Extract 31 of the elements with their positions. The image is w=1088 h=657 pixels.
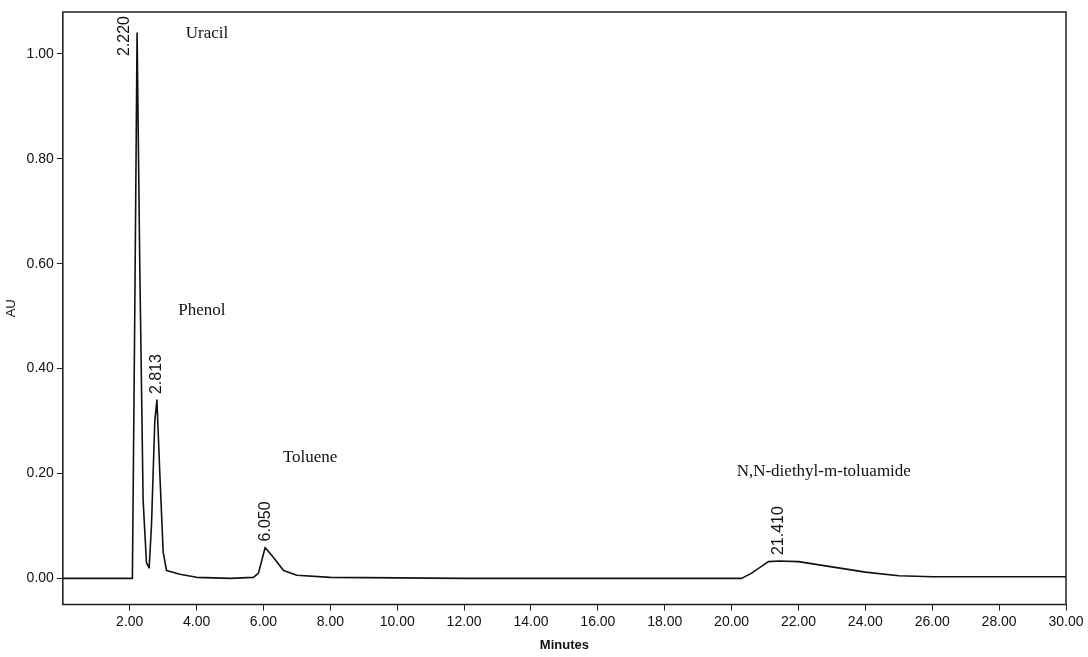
x-tick-label: 24.00 bbox=[847, 612, 884, 629]
x-tick-label: 2.00 bbox=[116, 612, 144, 629]
x-tick-label: 30.00 bbox=[1048, 612, 1084, 629]
annotation: 21.410 bbox=[769, 506, 787, 556]
annotation: 6.050 bbox=[255, 501, 273, 542]
annotation: Toluene bbox=[282, 446, 338, 466]
y-axis-title: AU bbox=[3, 299, 19, 318]
x-tick-label: 16.00 bbox=[580, 612, 616, 629]
annotation: 2.220 bbox=[115, 15, 133, 57]
annotation: N,N-diethyl-m-toluamide bbox=[736, 460, 911, 480]
annotation: 2.813 bbox=[147, 353, 165, 395]
x-tick-label: 22.00 bbox=[780, 612, 817, 629]
y-tick-label: 0.80 bbox=[26, 149, 55, 166]
x-tick-label: 28.00 bbox=[981, 612, 1017, 629]
x-tick-label: 18.00 bbox=[647, 612, 683, 629]
x-tick-label: 26.00 bbox=[914, 612, 950, 629]
y-tick-label: 0.20 bbox=[26, 464, 55, 481]
x-axis-title: Minutes bbox=[539, 636, 589, 652]
x-tick-label: 8.00 bbox=[316, 612, 345, 629]
x-tick-label: 4.00 bbox=[182, 612, 211, 629]
x-tick-label: 10.00 bbox=[379, 612, 415, 629]
x-tick-label: 14.00 bbox=[513, 612, 549, 629]
x-tick-label: 12.00 bbox=[446, 612, 482, 629]
y-tick-label: 0.40 bbox=[26, 359, 55, 376]
annotation: Uracil bbox=[185, 23, 229, 43]
annotation: Phenol bbox=[178, 299, 226, 319]
x-tick-label: 20.00 bbox=[714, 612, 750, 629]
y-tick-label: 1.00 bbox=[26, 44, 55, 61]
x-tick-label: 6.00 bbox=[249, 612, 278, 629]
y-tick-label: 0.60 bbox=[26, 254, 55, 271]
y-tick-label: 0.00 bbox=[26, 569, 55, 586]
